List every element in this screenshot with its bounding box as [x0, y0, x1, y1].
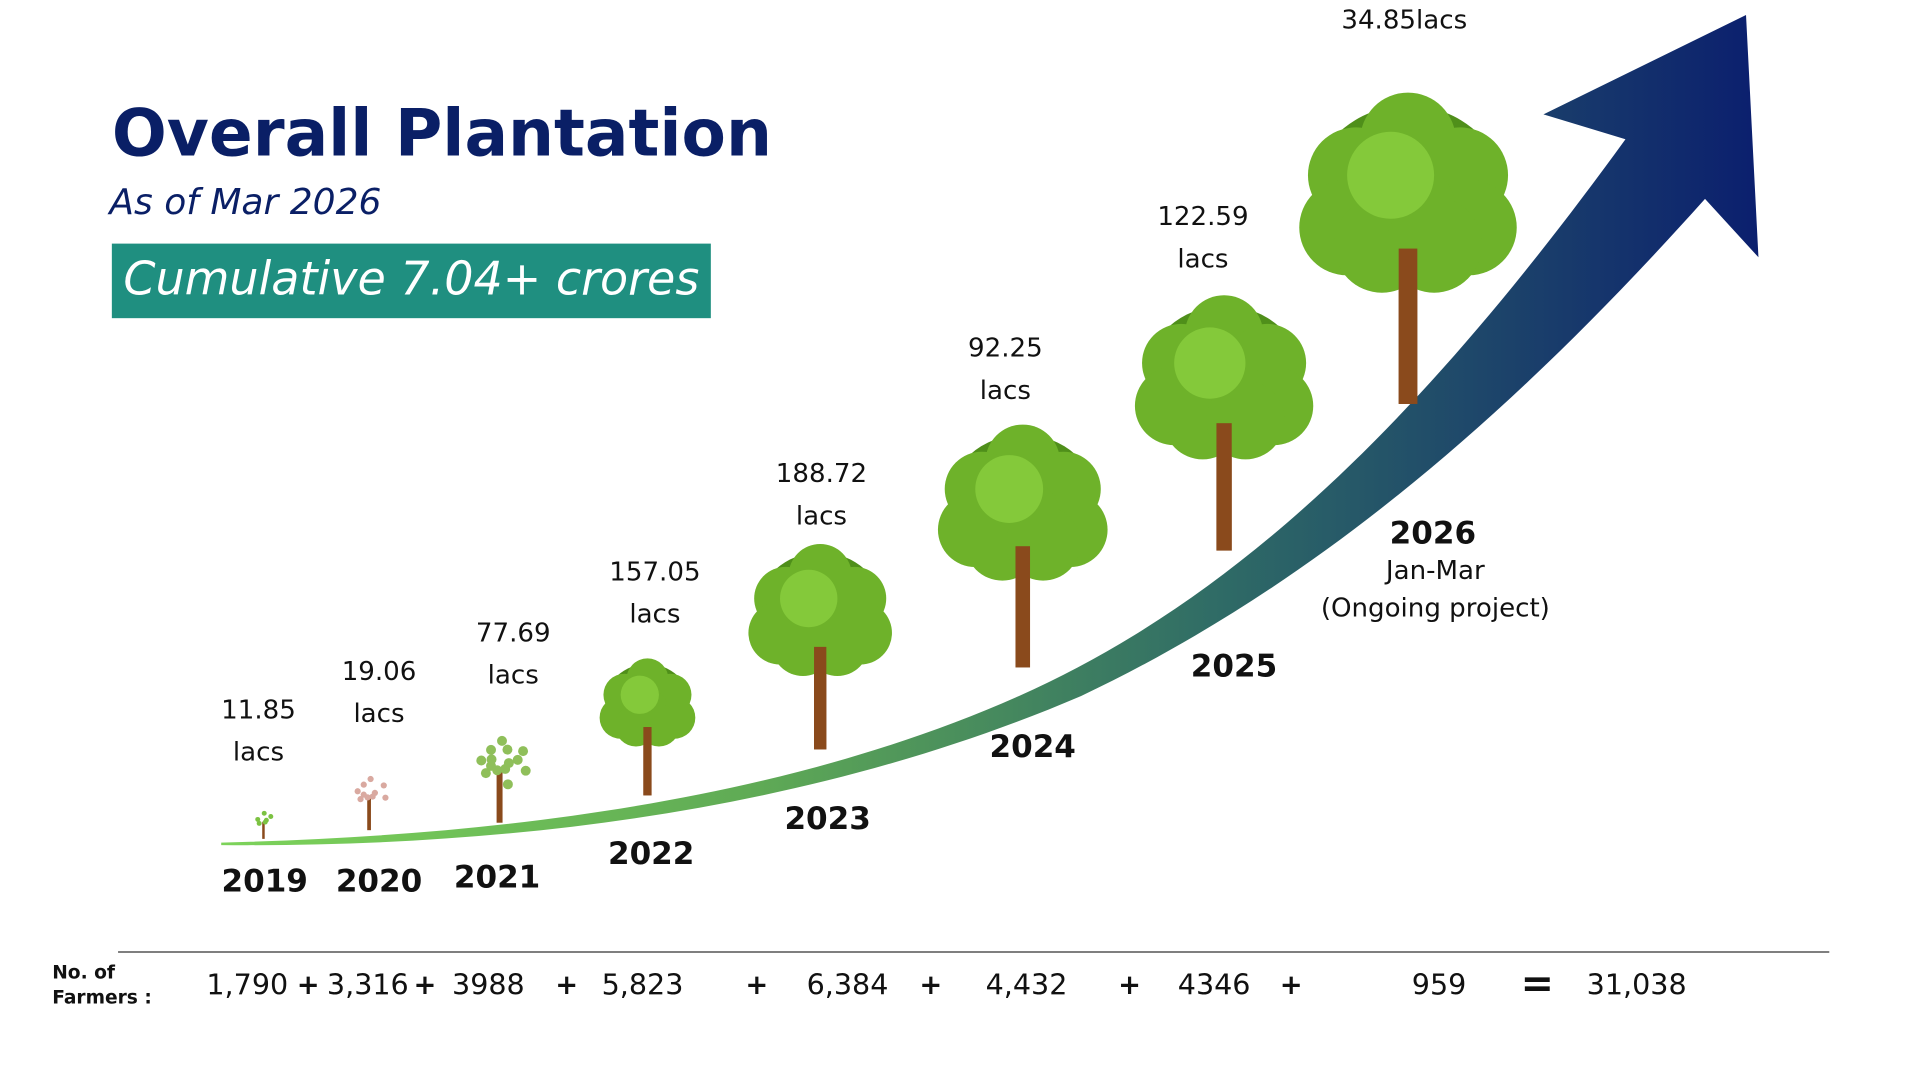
tree — [1134, 295, 1314, 551]
year-label: 2020 — [336, 863, 422, 899]
tree — [354, 775, 389, 831]
leaf — [360, 781, 367, 788]
plantation-unit: lacs — [1177, 244, 1228, 274]
badge: Cumulative 7.04+ crores — [123, 252, 699, 306]
farmer-total: 31,038 — [1587, 968, 1687, 1002]
canopy — [975, 455, 1044, 523]
plantation-unit: lacs — [629, 600, 680, 630]
canopy — [1174, 327, 1246, 399]
leaf — [502, 744, 513, 755]
plus-sign: + — [919, 970, 942, 1001]
leaf — [369, 793, 376, 800]
tree-trunk — [814, 646, 827, 750]
growth-arrow — [221, 14, 1759, 846]
tree — [255, 810, 274, 839]
subtitle: As of Mar 2026 — [107, 182, 381, 223]
tree — [476, 735, 531, 823]
tree — [937, 424, 1108, 668]
plus-sign: + — [745, 970, 768, 1001]
plus-sign: + — [1118, 970, 1141, 1001]
farmers-label: No. of — [52, 963, 116, 984]
leaf — [262, 819, 268, 825]
plantation-amount: 77.69 — [476, 618, 551, 648]
leaf — [380, 782, 387, 789]
farmer-count: 3988 — [452, 968, 525, 1002]
farmer-count: 4346 — [1178, 968, 1251, 1002]
leaf — [476, 755, 487, 766]
leaf — [357, 796, 364, 803]
leaf — [360, 791, 367, 798]
plantation-amount: 34.85lacs — [1341, 6, 1467, 36]
plantation-amount: 157.05 — [609, 557, 700, 587]
plus-sign: + — [1280, 970, 1303, 1001]
plantation-unit: lacs — [980, 376, 1031, 406]
year-label: 2019 — [221, 863, 307, 899]
farmer-count: 6,384 — [807, 968, 889, 1002]
plantation-unit: lacs — [488, 661, 539, 691]
badge-bg — [111, 243, 711, 319]
tree-trunk — [496, 768, 503, 823]
plus-sign: + — [297, 970, 320, 1001]
leaf — [486, 744, 496, 755]
note: (Ongoing project) — [1321, 593, 1550, 623]
farmer-count: 3,316 — [327, 968, 409, 1002]
equals-sign: = — [1521, 961, 1554, 1007]
leaf — [382, 794, 389, 801]
plantation-amount: 11.85 — [221, 695, 296, 725]
plantation-unit: lacs — [233, 738, 284, 768]
tree-trunk — [1015, 546, 1031, 668]
leaf — [518, 746, 529, 757]
tree-trunk — [262, 821, 265, 839]
farmers-label: Farmers : — [52, 987, 152, 1008]
leaf — [500, 763, 511, 774]
leaf — [268, 814, 274, 819]
farmer-count: 959 — [1412, 968, 1467, 1002]
tree-trunk — [367, 796, 371, 831]
plantation-amount: 19.06 — [342, 657, 417, 687]
farmer-count: 4,432 — [986, 968, 1068, 1002]
plantation-amount: 92.25 — [968, 334, 1043, 364]
year-label: 2026 — [1390, 515, 1476, 551]
leaf — [502, 779, 513, 790]
year-label: 2022 — [608, 836, 694, 872]
tree — [748, 543, 892, 750]
tree — [599, 658, 696, 796]
leaf — [512, 754, 523, 765]
leaf — [255, 816, 261, 822]
plantation-unit: lacs — [796, 502, 847, 532]
canopy — [620, 675, 659, 714]
plantation-amount: 122.59 — [1157, 202, 1248, 232]
tree-trunk — [1398, 248, 1418, 404]
plantation-unit: lacs — [353, 699, 404, 729]
year-label: 2024 — [989, 729, 1075, 765]
period: Jan-Mar — [1384, 556, 1485, 586]
plus-sign: + — [555, 970, 578, 1001]
tree-trunk — [643, 727, 652, 796]
year-label: 2021 — [454, 860, 540, 896]
canopy — [780, 569, 838, 628]
plus-sign: + — [414, 970, 437, 1001]
tree-trunk — [1216, 423, 1232, 551]
year-label: 2023 — [784, 801, 870, 837]
leaf — [367, 775, 374, 783]
title: Overall Plantation — [112, 97, 772, 172]
leaf — [497, 735, 507, 746]
leaf — [486, 754, 497, 765]
leaf — [354, 788, 361, 795]
tree — [1299, 92, 1517, 404]
canopy — [1347, 131, 1435, 219]
plantation-amount: 188.72 — [776, 459, 867, 489]
leaf — [520, 765, 531, 776]
farmer-count: 5,823 — [602, 968, 684, 1002]
leaf — [480, 768, 491, 779]
leaf — [256, 820, 262, 826]
year-label: 2025 — [1191, 648, 1277, 684]
leaf — [261, 810, 267, 816]
farmer-count: 1,790 — [206, 968, 288, 1002]
